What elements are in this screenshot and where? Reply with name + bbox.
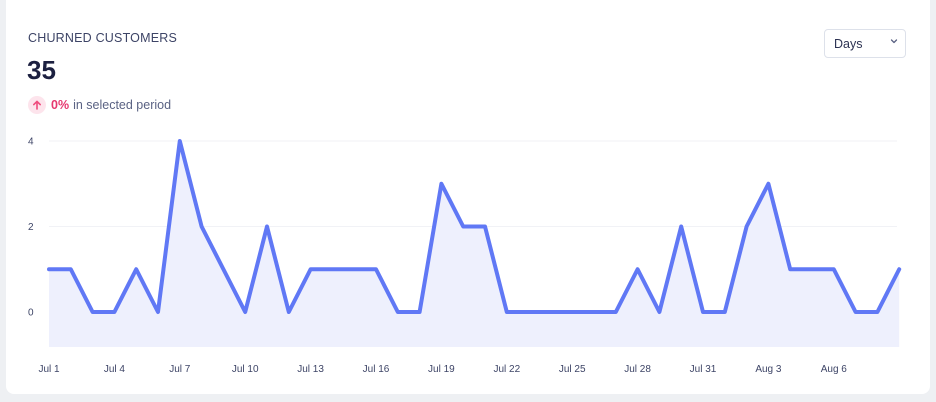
x-tick-label: Jul 25 bbox=[559, 364, 586, 375]
x-tick-label: Jul 19 bbox=[428, 364, 455, 375]
data-point bbox=[243, 310, 247, 314]
x-tick-label: Aug 3 bbox=[755, 364, 782, 375]
change-text: in selected period bbox=[73, 98, 172, 112]
x-tick-label: Jul 16 bbox=[363, 364, 390, 375]
data-point bbox=[701, 310, 705, 314]
data-point bbox=[766, 182, 770, 186]
data-point bbox=[548, 310, 552, 314]
y-tick-label: 0 bbox=[28, 308, 34, 319]
data-point bbox=[614, 310, 618, 314]
x-tick-label: Jul 7 bbox=[169, 364, 191, 375]
data-point bbox=[657, 310, 661, 314]
data-point bbox=[483, 225, 487, 229]
x-tick-label: Aug 6 bbox=[821, 364, 848, 375]
x-tick-label: Jul 10 bbox=[232, 364, 259, 375]
data-point bbox=[897, 267, 901, 271]
data-point bbox=[418, 310, 422, 314]
data-point bbox=[875, 310, 879, 314]
data-point bbox=[91, 310, 95, 314]
data-point bbox=[788, 267, 792, 271]
data-point bbox=[330, 267, 334, 271]
metric-label: CHURNED CUSTOMERS bbox=[28, 31, 178, 45]
data-point bbox=[309, 267, 313, 271]
data-point bbox=[47, 267, 51, 271]
data-point bbox=[156, 310, 160, 314]
x-tick-label: Jul 4 bbox=[104, 364, 126, 375]
data-point bbox=[439, 182, 443, 186]
period-select[interactable]: Days bbox=[824, 29, 906, 58]
data-point bbox=[636, 267, 640, 271]
period-select-value: Days bbox=[834, 37, 863, 51]
x-tick-label: Jul 13 bbox=[297, 364, 324, 375]
data-point bbox=[221, 267, 225, 271]
chevron-down-icon bbox=[890, 39, 898, 44]
data-point bbox=[69, 267, 73, 271]
data-point bbox=[592, 310, 596, 314]
data-point bbox=[287, 310, 291, 314]
area-fill bbox=[49, 141, 900, 347]
data-point bbox=[854, 310, 858, 314]
y-tick-label: 4 bbox=[28, 137, 34, 148]
data-point bbox=[352, 267, 356, 271]
data-point bbox=[112, 310, 116, 314]
data-point bbox=[374, 267, 378, 271]
data-point bbox=[200, 225, 204, 229]
data-point bbox=[745, 225, 749, 229]
data-point bbox=[396, 310, 400, 314]
data-point bbox=[679, 225, 683, 229]
arrow-up-icon bbox=[28, 96, 46, 114]
data-point bbox=[178, 139, 182, 143]
change-percent: 0% bbox=[51, 98, 70, 112]
data-point bbox=[527, 310, 531, 314]
y-tick-label: 2 bbox=[28, 222, 34, 233]
x-tick-label: Jul 1 bbox=[38, 364, 60, 375]
data-point bbox=[505, 310, 509, 314]
change-indicator: 0% in selected period bbox=[28, 96, 171, 114]
data-point bbox=[461, 225, 465, 229]
data-point bbox=[570, 310, 574, 314]
data-point bbox=[265, 225, 269, 229]
data-point bbox=[832, 267, 836, 271]
x-tick-label: Jul 22 bbox=[493, 364, 520, 375]
data-point bbox=[723, 310, 727, 314]
metric-value: 35 bbox=[27, 55, 56, 85]
x-tick-label: Jul 28 bbox=[624, 364, 651, 375]
series-line bbox=[47, 139, 902, 314]
data-point bbox=[810, 267, 814, 271]
data-point bbox=[134, 267, 138, 271]
x-tick-label: Jul 31 bbox=[690, 364, 717, 375]
